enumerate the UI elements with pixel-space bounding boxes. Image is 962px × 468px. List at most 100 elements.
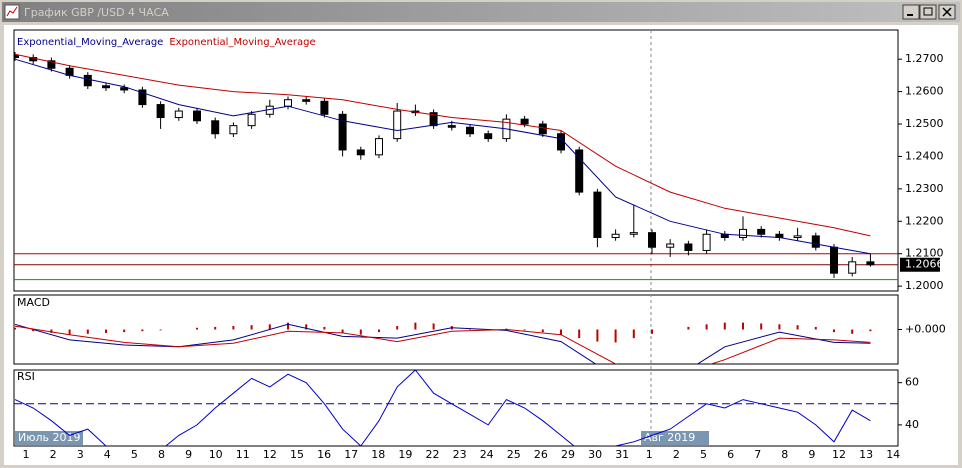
macd-line	[14, 323, 871, 364]
x-tick-label: 8	[781, 448, 788, 461]
price-panel	[13, 29, 899, 292]
x-tick-label: 3	[77, 448, 84, 461]
window-buttons	[902, 4, 956, 20]
candle-body	[375, 138, 383, 156]
y-tick-label: 1.2400	[905, 149, 944, 162]
maximize-glyph	[923, 7, 933, 16]
x-tick-label: 18	[371, 448, 385, 461]
x-tick-label: 10	[209, 448, 223, 461]
title-bar	[2, 2, 960, 22]
candle-body	[156, 104, 165, 119]
x-tick-label: 26	[534, 448, 548, 461]
y-tick-label: 60	[905, 376, 919, 389]
rsi-line	[14, 370, 871, 446]
x-tick-label: 14	[886, 448, 900, 461]
x-tick-label: 24	[480, 448, 494, 461]
legend-entry: Exponential_Moving_Average	[17, 37, 163, 48]
y-tick-label: 1.2300	[905, 182, 944, 195]
x-tick-label: 4	[104, 448, 111, 461]
x-tick-label: 12	[263, 448, 277, 461]
month-label: Авг 2019	[644, 431, 695, 444]
candle-body	[47, 60, 56, 69]
candle-body	[611, 233, 620, 239]
x-tick-label: 1	[646, 448, 653, 461]
candle-body	[684, 243, 693, 251]
y-tick-label: 1.2700	[905, 52, 944, 65]
candle-body	[102, 85, 110, 89]
x-tick-label: 5	[700, 448, 707, 461]
window-icon-glyph	[6, 6, 18, 17]
candle-body	[484, 133, 493, 140]
candle-body	[648, 232, 656, 248]
x-tick-label: 7	[754, 448, 761, 461]
price-label: 1.2066	[905, 258, 944, 271]
x-tick-label: 1	[23, 448, 30, 461]
candle-body	[83, 74, 92, 87]
x-tick-label: 16	[317, 448, 331, 461]
candle-body	[393, 110, 402, 140]
candle-body	[229, 125, 238, 135]
candle-body	[666, 243, 675, 248]
candle-body	[811, 235, 820, 248]
candle-body	[120, 87, 129, 91]
candle-body	[447, 125, 456, 128]
candle-body	[866, 261, 875, 266]
y-tick-label: +0.000	[905, 323, 946, 336]
x-tick-label: 2	[673, 448, 680, 461]
chart-area	[4, 25, 958, 465]
candle-body	[702, 233, 711, 251]
x-tick-label: 15	[290, 448, 304, 461]
month-label-box	[15, 431, 83, 445]
x-tick-label: 11	[236, 448, 250, 461]
x-tick-label: 5	[131, 448, 138, 461]
candle-body	[575, 149, 584, 193]
window-title: График GBP /USD 4 ЧАСА	[24, 6, 169, 19]
ema-line	[14, 53, 871, 237]
x-tick-label: 13	[859, 448, 873, 461]
maximize-button[interactable]	[919, 4, 937, 20]
macd-title: MACD	[17, 296, 50, 309]
ema-line	[14, 58, 871, 255]
price-label-box	[900, 257, 940, 272]
candle-body	[356, 149, 365, 156]
candle-body	[429, 112, 438, 127]
x-tick-label: 29	[561, 448, 575, 461]
candle-body	[320, 100, 329, 115]
x-tick-label: 23	[453, 448, 467, 461]
y-tick-label: 1.2100	[905, 247, 944, 260]
macd-line	[14, 325, 871, 364]
rsi-panel	[13, 369, 899, 447]
x-tick-label: 19	[398, 448, 412, 461]
panel-plot	[14, 52, 898, 281]
x-tick-label: 6	[727, 448, 734, 461]
candle-body	[138, 89, 147, 106]
candle-body	[538, 123, 547, 135]
candle-body	[338, 113, 347, 151]
candle-body	[593, 191, 602, 239]
candle-body	[466, 126, 474, 135]
candle-body	[830, 246, 838, 274]
y-tick-label: 1.2500	[905, 117, 944, 130]
candle-body	[284, 99, 292, 107]
x-tick-label: 25	[507, 448, 521, 461]
month-label-box	[641, 431, 709, 445]
y-tick-label: 1.2000	[905, 279, 944, 292]
candle-body	[247, 113, 256, 127]
candle-body	[629, 232, 638, 235]
x-tick-label: 9	[808, 448, 815, 461]
y-tick-label: 40	[905, 418, 919, 431]
x-tick-label: 31	[615, 448, 629, 461]
legend-entry: Exponential_Moving_Average	[169, 37, 315, 48]
candle-body	[211, 120, 220, 135]
x-tick-label: 9	[185, 448, 192, 461]
y-tick-label: 1.2600	[905, 85, 944, 98]
close-glyph	[942, 7, 952, 17]
minimize-button[interactable]	[902, 4, 920, 20]
candle-body	[302, 99, 311, 102]
panel-plot	[14, 322, 872, 364]
panel-plot	[14, 370, 898, 446]
candle-body	[793, 235, 802, 239]
x-tick-label: 12	[832, 448, 846, 461]
candle-body	[848, 261, 857, 274]
